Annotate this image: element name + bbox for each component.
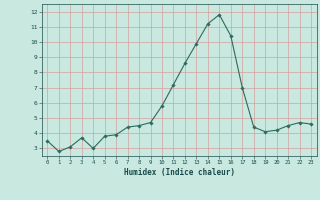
X-axis label: Humidex (Indice chaleur): Humidex (Indice chaleur) xyxy=(124,168,235,177)
